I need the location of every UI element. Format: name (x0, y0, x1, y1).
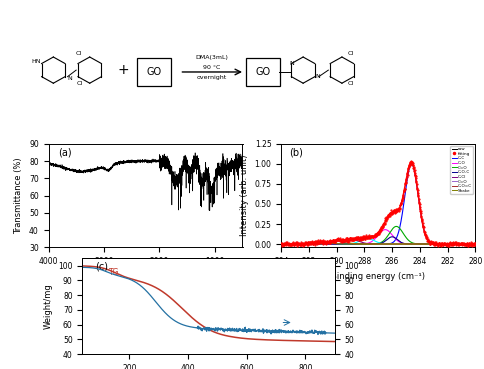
FancyBboxPatch shape (245, 58, 280, 86)
Text: Cl: Cl (77, 81, 83, 86)
Text: N: N (288, 61, 293, 66)
X-axis label: Wavenumber (cm⁻¹): Wavenumber (cm⁻¹) (103, 272, 188, 280)
Text: HN: HN (31, 59, 41, 64)
Text: (c): (c) (95, 261, 108, 271)
Text: GO: GO (255, 67, 270, 77)
Y-axis label: Intensity (arb. unit): Intensity (arb. unit) (240, 155, 248, 236)
Text: N: N (314, 74, 319, 79)
X-axis label: Binding energy (cm⁻¹): Binding energy (cm⁻¹) (331, 272, 424, 280)
FancyBboxPatch shape (136, 58, 171, 86)
Text: +: + (118, 63, 129, 77)
Text: overnight: overnight (197, 75, 227, 80)
Text: 90 °C: 90 °C (203, 65, 220, 70)
Text: TG: TG (108, 268, 119, 277)
Text: (b): (b) (288, 147, 302, 157)
Text: Cl: Cl (76, 51, 82, 56)
Text: DMA(3mL): DMA(3mL) (195, 55, 228, 61)
Text: (a): (a) (58, 147, 72, 157)
Y-axis label: Transmittance (%): Transmittance (%) (15, 157, 23, 234)
Legend: raw, fitting, C-C, C-O, C=O, C-O-C, C-Cl, C=O, C-O=C, Shake: raw, fitting, C-C, C-O, C=O, C-O-C, C-Cl… (450, 146, 472, 194)
Text: Cl: Cl (348, 51, 353, 56)
Text: Cl: Cl (348, 81, 353, 86)
Y-axis label: Weight/mg: Weight/mg (44, 283, 53, 329)
Text: GO: GO (146, 67, 161, 77)
Text: N: N (67, 76, 72, 82)
